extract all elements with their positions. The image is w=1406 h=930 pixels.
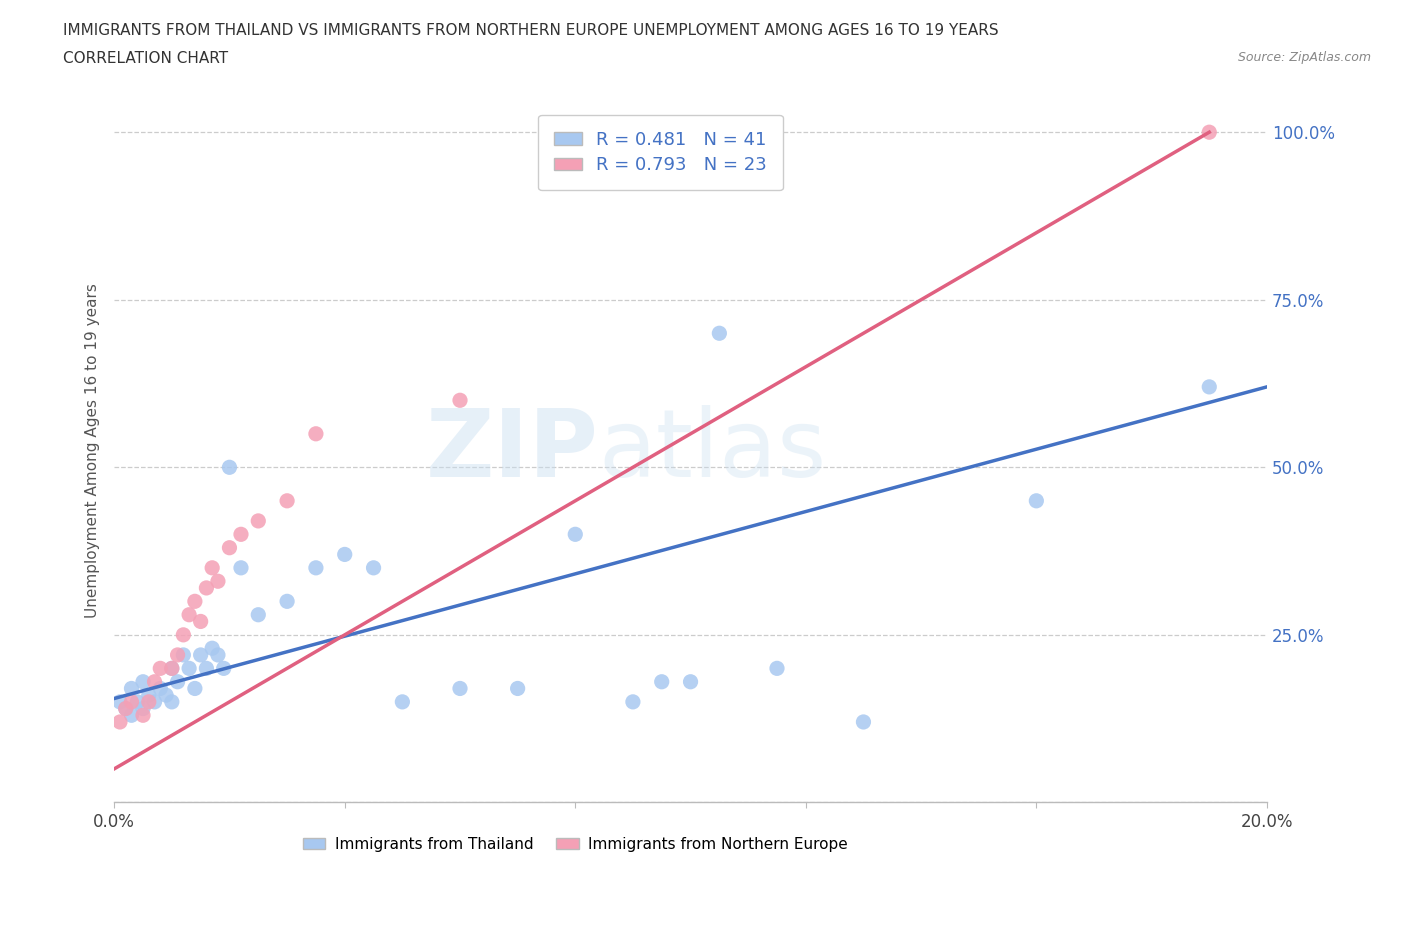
Point: [121, 681, 143, 696]
Point: [651, 674, 673, 689]
Point: [160, 695, 183, 710]
Point: [195, 580, 218, 595]
Legend: Immigrants from Thailand, Immigrants from Northern Europe: Immigrants from Thailand, Immigrants fro…: [297, 830, 853, 858]
Point: [1198, 125, 1220, 140]
Point: [172, 647, 194, 662]
Text: ZIP: ZIP: [426, 405, 599, 497]
Point: [166, 647, 188, 662]
Point: [121, 708, 143, 723]
Text: IMMIGRANTS FROM THAILAND VS IMMIGRANTS FROM NORTHERN EUROPE UNEMPLOYMENT AMONG A: IMMIGRANTS FROM THAILAND VS IMMIGRANTS F…: [63, 23, 998, 38]
Point: [132, 701, 155, 716]
Point: [132, 708, 155, 723]
Point: [212, 661, 235, 676]
Point: [276, 594, 298, 609]
Point: [218, 459, 240, 474]
Point: [114, 701, 136, 716]
Point: [363, 561, 385, 576]
Point: [709, 326, 731, 340]
Text: atlas: atlas: [599, 405, 827, 497]
Point: [333, 547, 356, 562]
Point: [121, 695, 143, 710]
Point: [449, 392, 471, 407]
Point: [506, 681, 529, 696]
Point: [305, 426, 328, 441]
Point: [160, 661, 183, 676]
Point: [852, 714, 875, 729]
Point: [621, 695, 644, 710]
Point: [305, 561, 328, 576]
Point: [218, 540, 240, 555]
Point: [229, 561, 252, 576]
Point: [766, 661, 789, 676]
Point: [166, 674, 188, 689]
Point: [184, 594, 207, 609]
Point: [207, 647, 229, 662]
Y-axis label: Unemployment Among Ages 16 to 19 years: Unemployment Among Ages 16 to 19 years: [86, 283, 100, 618]
Point: [449, 681, 471, 696]
Point: [201, 561, 224, 576]
Point: [184, 681, 207, 696]
Point: [138, 687, 160, 702]
Point: [127, 695, 149, 710]
Point: [143, 695, 166, 710]
Point: [149, 681, 172, 696]
Point: [172, 628, 194, 643]
Point: [564, 527, 586, 542]
Point: [143, 674, 166, 689]
Point: [229, 527, 252, 542]
Point: [155, 687, 177, 702]
Point: [201, 641, 224, 656]
Point: [149, 661, 172, 676]
Point: [276, 494, 298, 509]
Point: [138, 695, 160, 710]
Text: Source: ZipAtlas.com: Source: ZipAtlas.com: [1237, 51, 1371, 64]
Point: [1025, 494, 1047, 509]
Point: [207, 574, 229, 589]
Text: CORRELATION CHART: CORRELATION CHART: [63, 51, 228, 66]
Point: [190, 647, 212, 662]
Point: [114, 701, 136, 716]
Point: [160, 661, 183, 676]
Point: [247, 513, 270, 528]
Point: [179, 661, 201, 676]
Point: [679, 674, 702, 689]
Point: [195, 661, 218, 676]
Point: [190, 614, 212, 629]
Point: [132, 674, 155, 689]
Point: [1198, 379, 1220, 394]
Point: [179, 607, 201, 622]
Point: [247, 607, 270, 622]
Point: [108, 714, 131, 729]
Point: [391, 695, 413, 710]
Point: [108, 695, 131, 710]
